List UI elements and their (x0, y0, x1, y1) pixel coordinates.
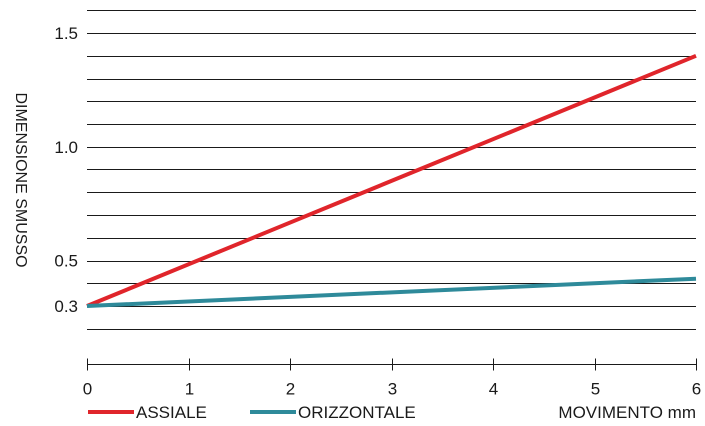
x-axis-title: MOVIMENTO mm (558, 403, 696, 421)
legend-label-assiale: ASSIALE (136, 403, 207, 421)
x-tick-label: 5 (591, 380, 600, 399)
grid-lines (87, 10, 696, 330)
x-tick-label: 4 (489, 380, 498, 399)
x-tick-label: 1 (185, 380, 194, 399)
x-axis (87, 358, 697, 371)
tick-labels: 0 1 2 3 4 5 6 0.3 0.5 1.0 1.5 (54, 24, 701, 399)
series-line-orizzontale (86, 276, 697, 308)
y-axis-title: DIMENSIONE SMUSSO (12, 92, 29, 267)
x-tick-label: 6 (692, 380, 701, 399)
x-tick-label: 2 (286, 380, 295, 399)
y-tick-label: 0.5 (54, 252, 78, 271)
series-lines (86, 53, 697, 308)
y-tick-label: 0.3 (54, 297, 78, 316)
x-tick-label: 0 (83, 380, 92, 399)
y-tick-label: 1.0 (54, 138, 78, 157)
legend: ASSIALE ORIZZONTALE (88, 403, 416, 422)
legend-label-orizzontale: ORIZZONTALE (298, 403, 416, 421)
x-tick-label: 3 (388, 380, 397, 399)
series-line-assiale (86, 53, 697, 308)
y-tick-label: 1.5 (54, 24, 78, 43)
